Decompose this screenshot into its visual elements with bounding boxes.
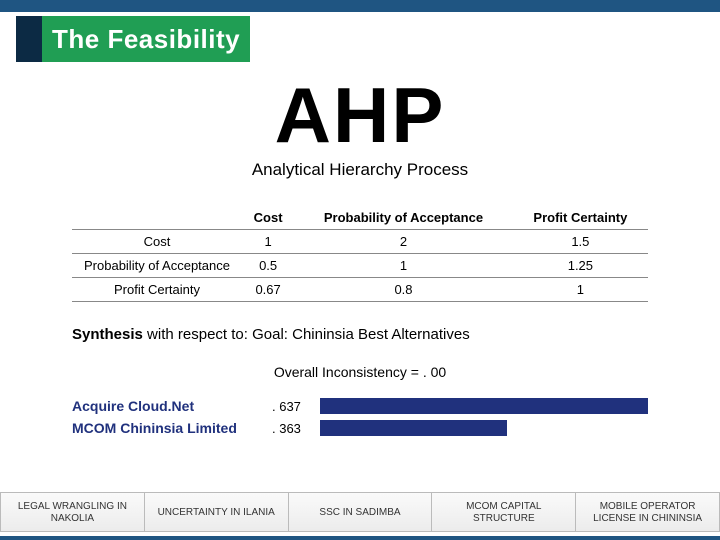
header-band [0,0,720,12]
title-accent [16,16,42,62]
col-header: Profit Certainty [513,206,648,230]
footer-rule [0,536,720,540]
synthesis-rest: with respect to: Goal: Chininsia Best Al… [143,326,470,343]
footer-tab[interactable]: LEGAL WRANGLING IN NAKOLIA [0,492,145,532]
alt-value: . 363 [272,421,320,436]
row-label: Cost [72,230,242,254]
cell: 2 [294,230,513,254]
col-header: Probability of Acceptance [294,206,513,230]
row-label: Probability of Acceptance [72,254,242,278]
table-header-row: Cost Probability of Acceptance Profit Ce… [72,206,648,230]
alt-row: Acquire Cloud.Net . 637 [72,396,648,416]
slide-title: The Feasibility [52,24,240,55]
footer-tab[interactable]: SSC IN SADIMBA [289,492,433,532]
cell: 0.67 [242,278,294,302]
alt-row: MCOM Chininsia Limited . 363 [72,418,648,438]
slide: The Feasibility AHP Analytical Hierarchy… [0,0,720,540]
col-header: Cost [242,206,294,230]
col-header [72,206,242,230]
alt-bar-wrap [320,398,648,414]
ahp-heading: AHP [0,76,720,154]
row-label: Profit Certainty [72,278,242,302]
comparison-table: Cost Probability of Acceptance Profit Ce… [72,206,648,302]
cell: 1.5 [513,230,648,254]
cell: 1 [513,278,648,302]
title-block: The Feasibility [16,16,250,62]
alt-label: Acquire Cloud.Net [72,398,272,414]
footer-tab[interactable]: MOBILE OPERATOR LICENSE IN CHININSIA [576,492,720,532]
alt-bar [320,420,507,436]
footer-tab[interactable]: UNCERTAINTY IN ILANIA [145,492,289,532]
table-row: Probability of Acceptance 0.5 1 1.25 [72,254,648,278]
alternatives-chart: Acquire Cloud.Net . 637 MCOM Chininsia L… [72,396,648,440]
synthesis-line: Synthesis with respect to: Goal: Chinins… [72,326,470,343]
alt-bar [320,398,648,414]
table-row: Cost 1 2 1.5 [72,230,648,254]
cell: 1 [242,230,294,254]
inconsistency-line: Overall Inconsistency = . 00 [0,364,720,380]
cell: 1 [294,254,513,278]
footer-nav: LEGAL WRANGLING IN NAKOLIA UNCERTAINTY I… [0,492,720,532]
table-row: Profit Certainty 0.67 0.8 1 [72,278,648,302]
cell: 0.5 [242,254,294,278]
ahp-subheading: Analytical Hierarchy Process [0,160,720,180]
cell: 0.8 [294,278,513,302]
alt-bar-wrap [320,420,648,436]
synthesis-prefix: Synthesis [72,326,143,343]
footer-tab[interactable]: MCOM CAPITAL STRUCTURE [432,492,576,532]
alt-label: MCOM Chininsia Limited [72,420,272,436]
alt-value: . 637 [272,399,320,414]
cell: 1.25 [513,254,648,278]
